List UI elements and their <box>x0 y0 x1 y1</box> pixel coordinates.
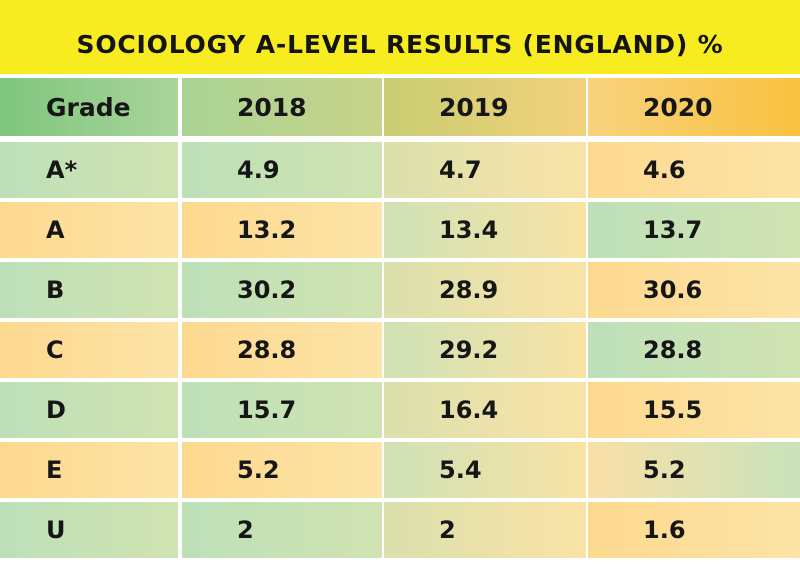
grade-label-text: C <box>46 336 64 364</box>
grade-label: D <box>0 382 178 438</box>
column-header-3: 2020 <box>588 78 800 136</box>
table-cell: 30.2 <box>182 262 382 318</box>
table-cell-text: 29.2 <box>439 336 499 364</box>
table-cell-text: 5.4 <box>439 456 482 484</box>
table-cell-text: 5.2 <box>237 456 280 484</box>
table-cell: 2 <box>384 502 586 558</box>
results-table: Grade 2018 2019 2020 A* 4.9 4.7 4.6 A 13.2 13.4 13.… <box>0 74 800 588</box>
table-cell: 4.6 <box>588 142 800 198</box>
grade-label-text: A <box>46 216 65 244</box>
table-cell-text: 30.6 <box>643 276 703 304</box>
column-header-2-text: 2019 <box>439 92 509 122</box>
grade-label-text: D <box>46 396 66 424</box>
table-cell: 1.6 <box>588 502 800 558</box>
table-cell-text: 13.2 <box>237 216 297 244</box>
grade-label: C <box>0 322 178 378</box>
grade-label: E <box>0 442 178 498</box>
table-cell-text: 28.8 <box>237 336 297 364</box>
table-cell-text: 4.7 <box>439 156 482 184</box>
table-cell: 5.2 <box>182 442 382 498</box>
table-cell: 13.7 <box>588 202 800 258</box>
grade-label: B <box>0 262 178 318</box>
grade-label: A* <box>0 142 178 198</box>
table-cell: 28.8 <box>182 322 382 378</box>
table-cell: 30.6 <box>588 262 800 318</box>
table-cell-text: 16.4 <box>439 396 499 424</box>
grade-label-text: U <box>46 516 66 544</box>
grade-label-text: E <box>46 456 63 484</box>
table-cell: 5.2 <box>588 442 800 498</box>
table-cell-text: 2 <box>439 516 456 544</box>
column-header-0: Grade <box>0 78 178 136</box>
table-cell-text: 28.9 <box>439 276 499 304</box>
grade-label-text: A* <box>46 156 78 184</box>
table-cell: 15.7 <box>182 382 382 438</box>
table-cell: 2 <box>182 502 382 558</box>
page-title: SOCIOLOGY A-LEVEL RESULTS (ENGLAND) % <box>76 29 724 59</box>
table-cell: 29.2 <box>384 322 586 378</box>
table-cell: 28.9 <box>384 262 586 318</box>
column-header-3-text: 2020 <box>643 92 713 122</box>
table-cell: 28.8 <box>588 322 800 378</box>
column-header-2: 2019 <box>384 78 586 136</box>
table-cell-text: 30.2 <box>237 276 297 304</box>
table-cell: 4.7 <box>384 142 586 198</box>
table-cell-text: 13.4 <box>439 216 499 244</box>
column-header-0-text: Grade <box>46 92 131 122</box>
table-cell-text: 15.7 <box>237 396 297 424</box>
table-cell-text: 13.7 <box>643 216 703 244</box>
table-cell-text: 15.5 <box>643 396 703 424</box>
table-cell: 4.9 <box>182 142 382 198</box>
table-cell-text: 2 <box>237 516 254 544</box>
table-cell-text: 1.6 <box>643 516 686 544</box>
table-cell-text: 4.9 <box>237 156 280 184</box>
table-cell: 16.4 <box>384 382 586 438</box>
grade-label: A <box>0 202 178 258</box>
table-cell: 5.4 <box>384 442 586 498</box>
table-cell: 13.4 <box>384 202 586 258</box>
grade-label: U <box>0 502 178 558</box>
table-cell-text: 5.2 <box>643 456 686 484</box>
title-bar: SOCIOLOGY A-LEVEL RESULTS (ENGLAND) % <box>0 0 800 74</box>
column-header-1-text: 2018 <box>237 92 307 122</box>
table-cell: 15.5 <box>588 382 800 438</box>
table-cell: 13.2 <box>182 202 382 258</box>
table-cell-text: 4.6 <box>643 156 686 184</box>
grade-label-text: B <box>46 276 65 304</box>
column-header-1: 2018 <box>182 78 382 136</box>
table-cell-text: 28.8 <box>643 336 703 364</box>
